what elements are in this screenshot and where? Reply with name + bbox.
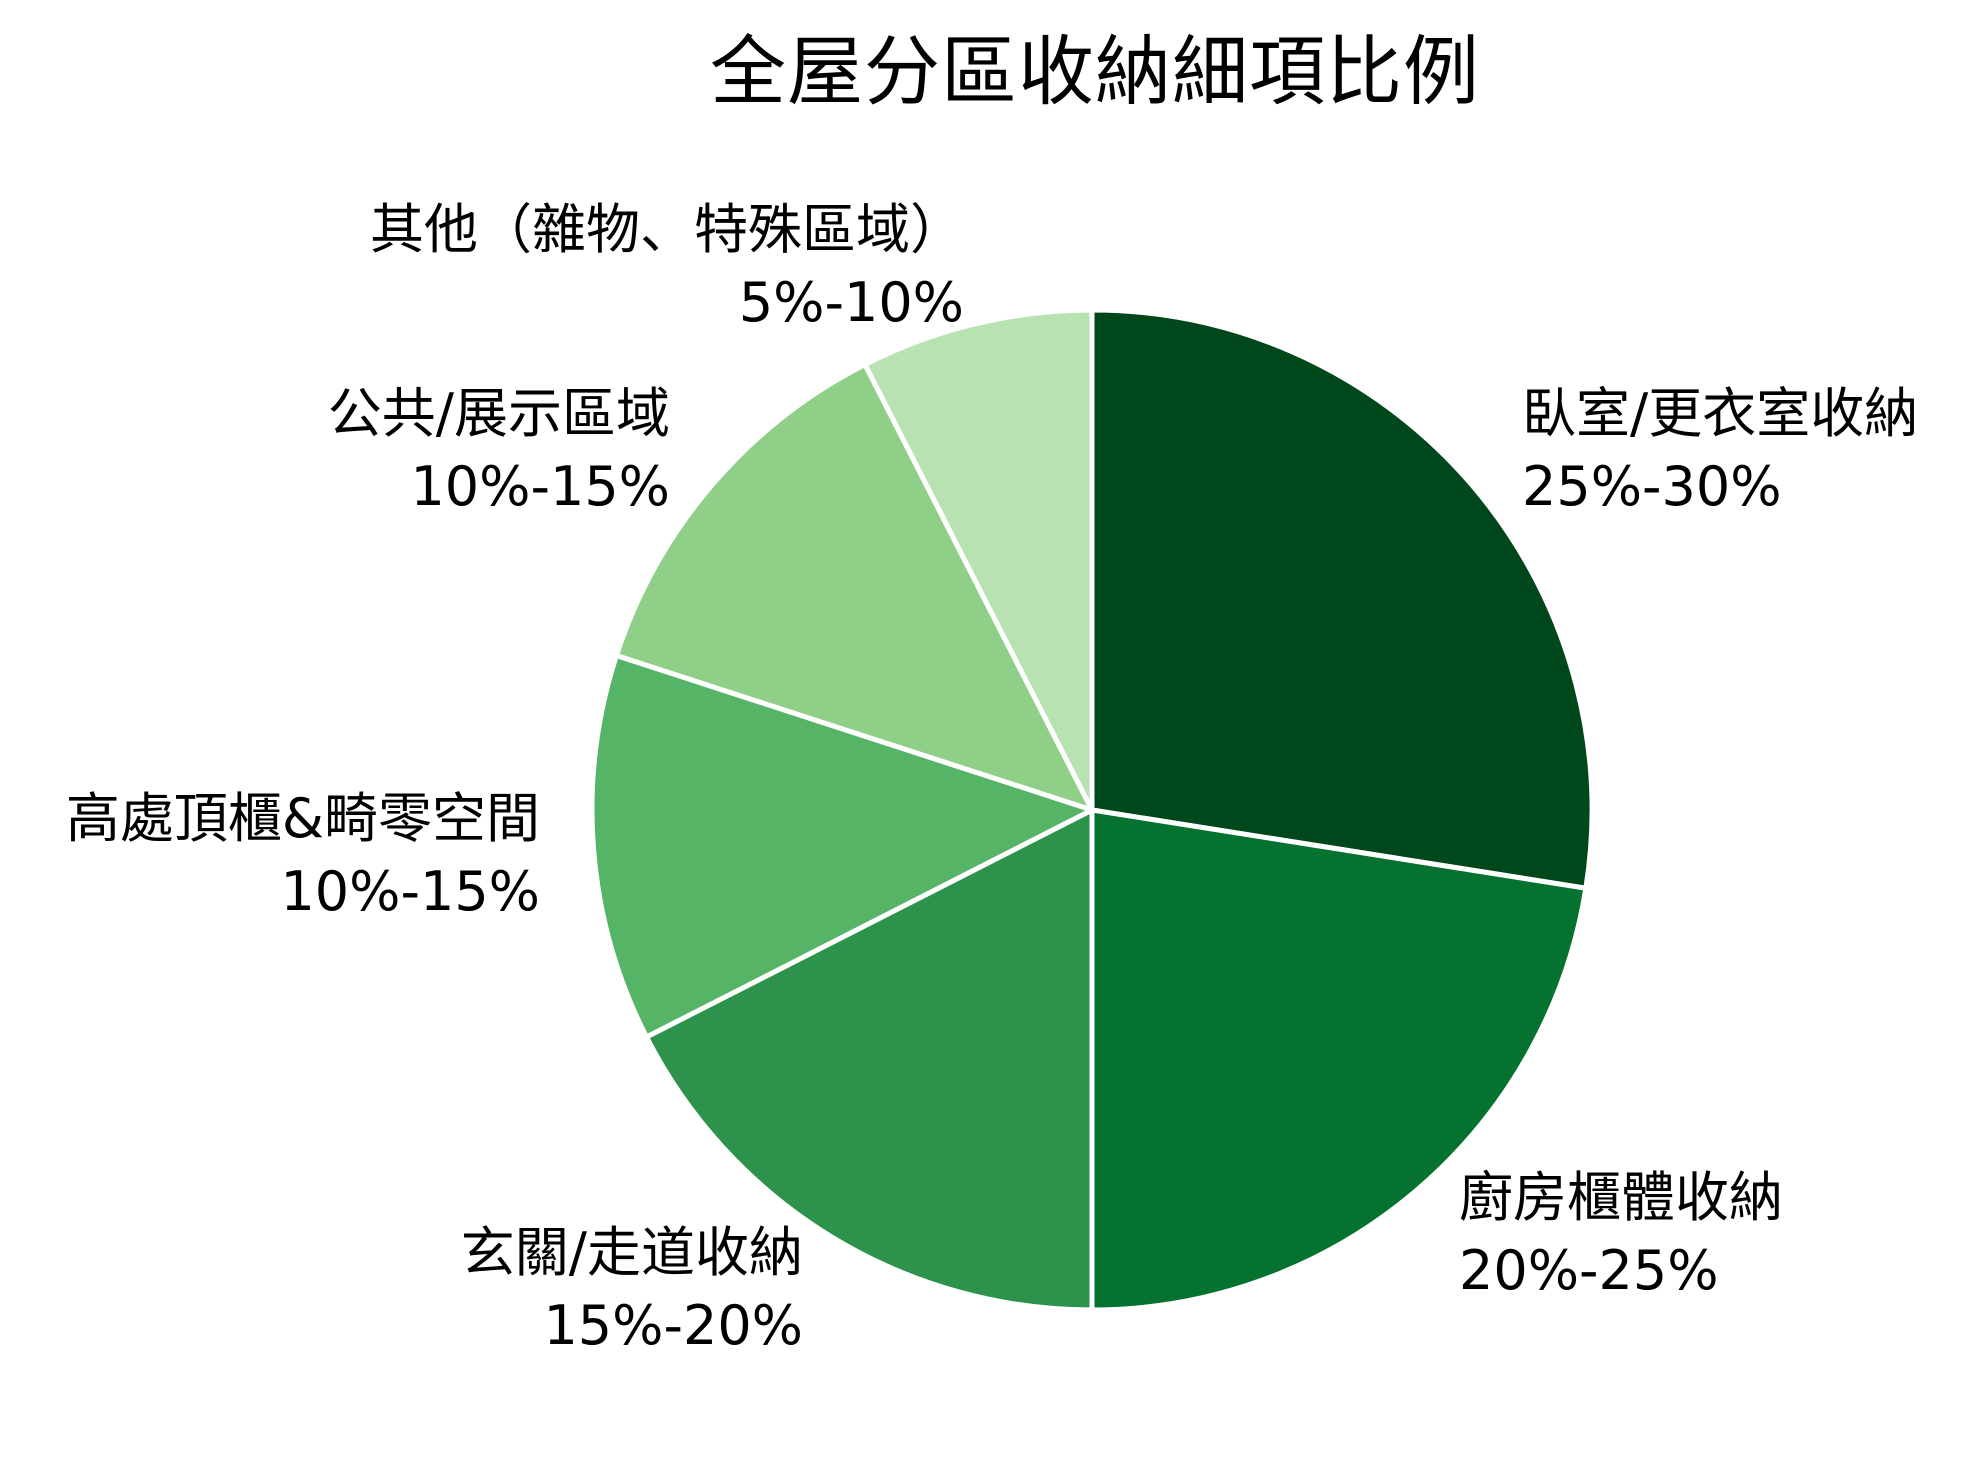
pie-slice-3: [589, 652, 1095, 1040]
pie-slice-4: [613, 362, 1095, 813]
pie-slice-0: [1089, 307, 1595, 891]
label-other: 其他（雜物、特殊區域） 5%-10%: [370, 193, 964, 339]
label-public: 公共/展示區域 10%-15%: [328, 377, 670, 523]
label-other-name: 其他（雜物、特殊區域）: [370, 198, 964, 261]
label-public-range: 10%-15%: [410, 455, 670, 518]
pie-slices: [589, 307, 1595, 1313]
label-other-range: 5%-10%: [738, 271, 964, 334]
label-entry: 玄關/走道收納 15%-20%: [461, 1216, 803, 1362]
label-high-cabinet-range: 10%-15%: [280, 860, 540, 923]
label-bedroom: 臥室/更衣室收納 25%-30%: [1522, 377, 1918, 523]
label-public-name: 公共/展示區域: [327, 382, 670, 445]
label-bedroom-name: 臥室/更衣室收納: [1522, 382, 1919, 445]
label-entry-range: 15%-20%: [543, 1294, 803, 1357]
label-kitchen: 廚房櫃體收納 20%-25%: [1459, 1161, 1783, 1307]
label-high-cabinet-name: 高處頂櫃&畸零空間: [65, 787, 540, 850]
label-kitchen-range: 20%-25%: [1459, 1239, 1719, 1302]
label-bedroom-range: 25%-30%: [1522, 455, 1782, 518]
label-kitchen-name: 廚房櫃體收納: [1459, 1166, 1783, 1229]
chart-title: 全屋分區收納細項比例: [710, 27, 1480, 116]
label-entry-name: 玄關/走道收納: [460, 1221, 803, 1284]
pie-slice-5: [862, 307, 1095, 813]
pie-slice-2: [644, 807, 1095, 1313]
pie-slice-1: [1089, 807, 1589, 1313]
label-high-cabinet: 高處頂櫃&畸零空間 10%-15%: [66, 782, 540, 928]
